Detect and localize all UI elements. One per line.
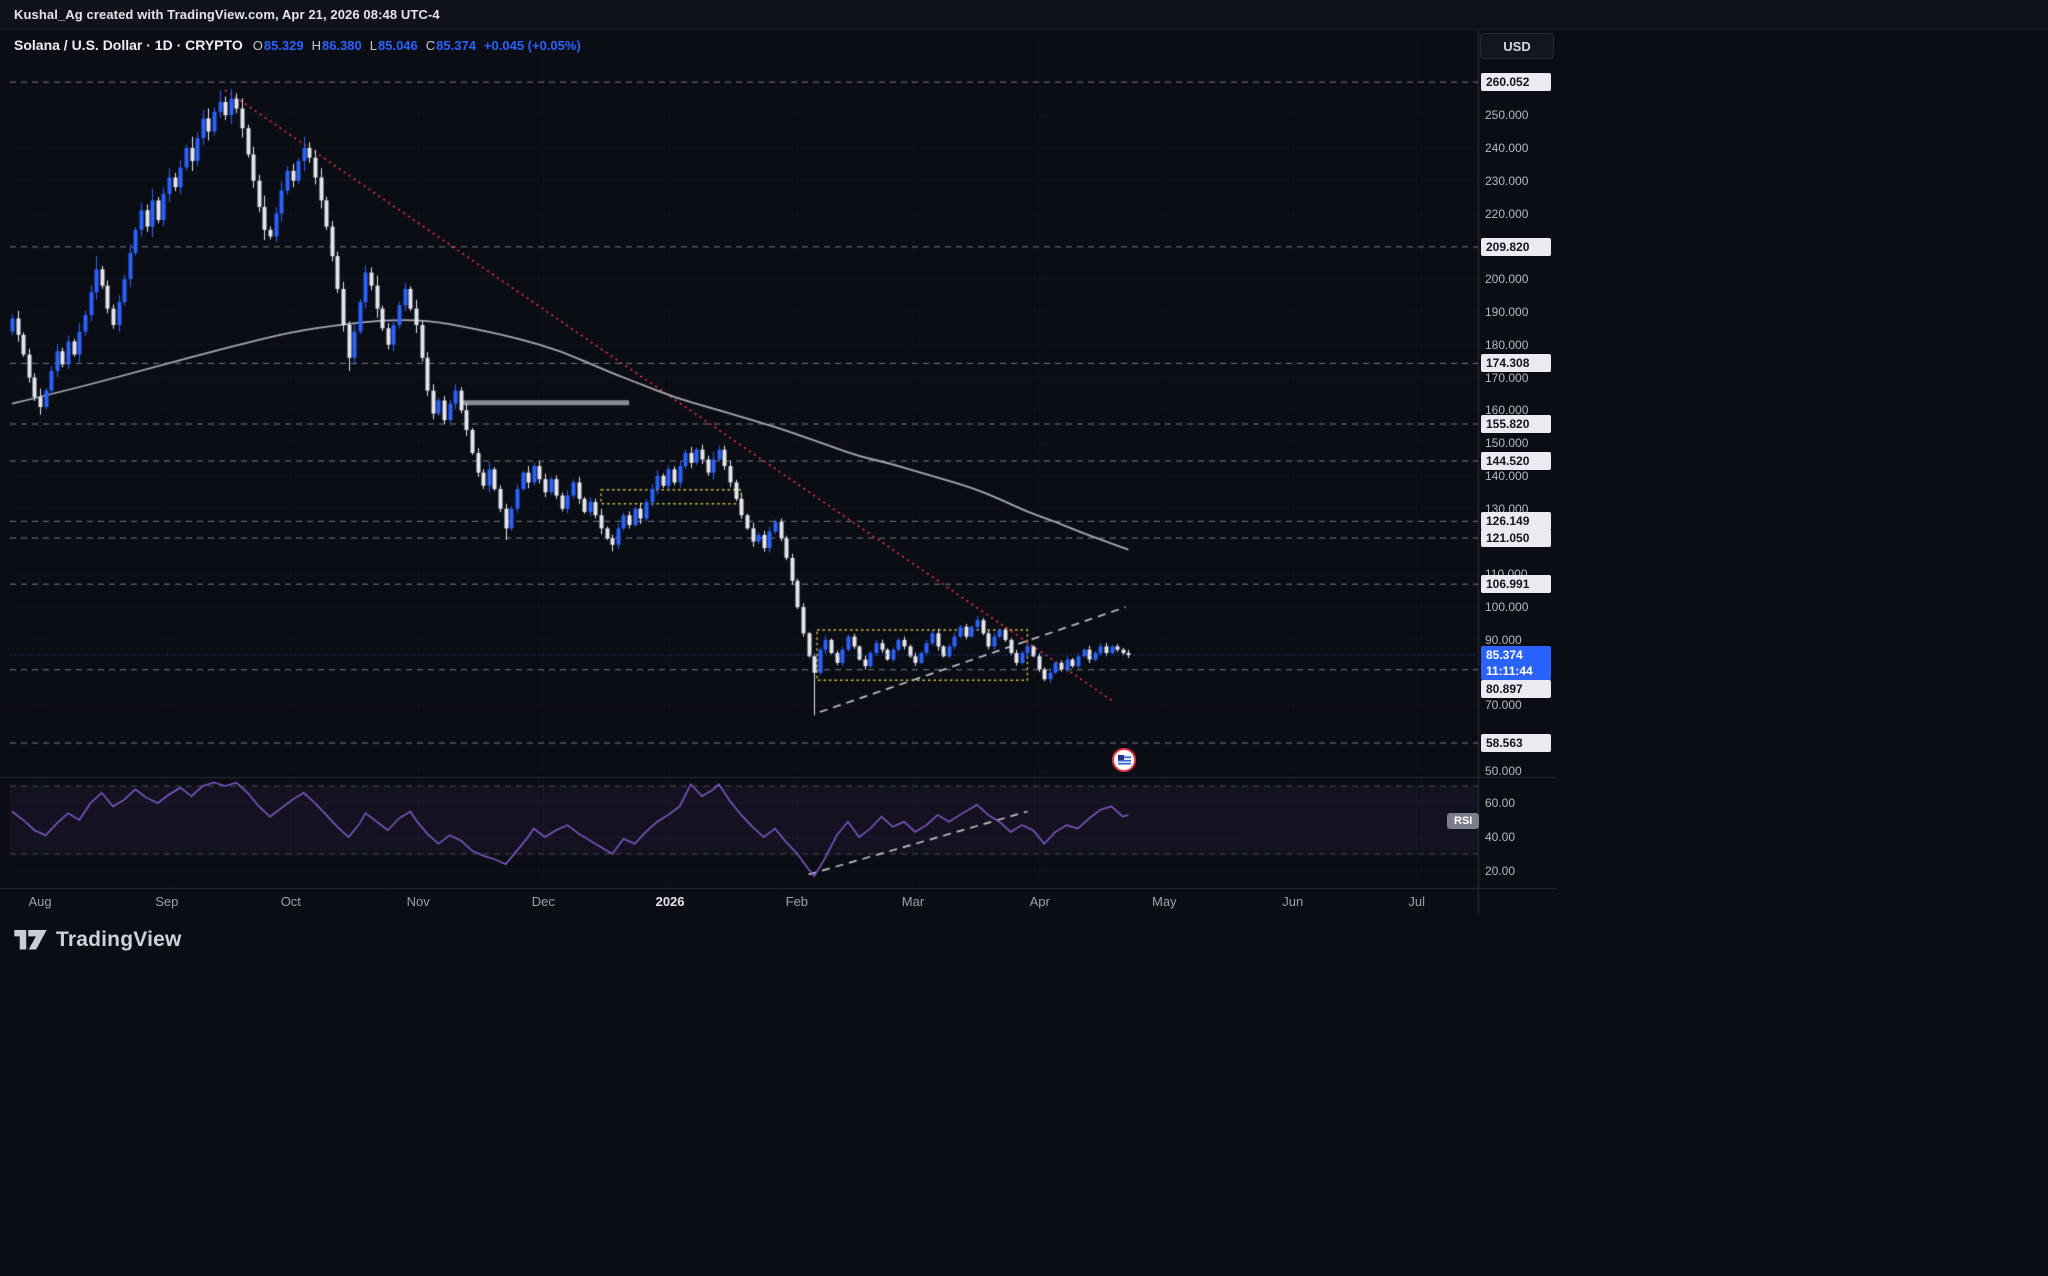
current-price-label: 85.374 (1481, 646, 1551, 665)
symbol-header: Solana / U.S. Dollar · 1D · CRYPTO O 85.3… (14, 37, 581, 53)
currency-button[interactable]: USD (1480, 33, 1554, 59)
time-axis-label: Mar (901, 894, 925, 909)
price-tick-label: 220.000 (1485, 206, 1529, 221)
tradingview-logo-icon (14, 930, 47, 950)
price-level-label: 174.308 (1481, 354, 1551, 373)
time-axis-label: Dec (531, 894, 555, 909)
price-tick-label: 70.000 (1485, 698, 1522, 713)
high-value: 86.380 (322, 38, 362, 53)
close-readout: C 85.374 (426, 38, 476, 53)
tradingview-logo-text: TradingView (56, 928, 182, 951)
rsi-indicator-badge[interactable]: RSI (1447, 813, 1480, 829)
price-tick-label: 50.000 (1485, 764, 1522, 779)
time-axis-label: Nov (406, 894, 430, 909)
symbol-title[interactable]: Solana / U.S. Dollar · 1D · CRYPTO (14, 37, 243, 53)
low-readout: L 85.046 (370, 38, 418, 53)
price-level-label: 126.149 (1481, 512, 1551, 531)
high-label: H (311, 38, 321, 53)
time-axis-label: Feb (785, 894, 809, 909)
rsi-tick-label: 20.00 (1485, 864, 1516, 879)
price-level-label: 80.897 (1481, 679, 1551, 698)
flag-stripes (1117, 755, 1131, 765)
attribution-bar: Kushal_Ag created with TradingView.com, … (0, 0, 2048, 30)
price-tick-label: 170.000 (1485, 370, 1529, 385)
price-level-label: 209.820 (1481, 237, 1551, 256)
rsi-tick-label: 60.00 (1485, 796, 1516, 810)
close-label: C (425, 38, 436, 53)
price-chart-canvas[interactable] (0, 0, 1557, 920)
price-level-label: 58.563 (1481, 734, 1551, 752)
price-level-label: 144.520 (1481, 452, 1551, 471)
price-tick-label: 190.000 (1485, 304, 1529, 319)
price-tick-label: 140.000 (1485, 468, 1529, 483)
low-label: L (369, 38, 377, 53)
price-level-label: 106.991 (1481, 575, 1551, 594)
tradingview-logo[interactable]: TradingView (14, 928, 182, 952)
price-tick-label: 130.000 (1485, 501, 1529, 516)
price-axis[interactable]: 85.374 11:11:44 250.000 240.000 230.000 220… (1478, 30, 1570, 920)
price-tick-label: 90.000 (1485, 632, 1522, 647)
time-axis-label: 2026 (655, 894, 685, 909)
flag-marker-icon[interactable] (1112, 748, 1136, 772)
open-value: 85.329 (263, 38, 304, 53)
open-label: O (252, 38, 263, 53)
price-level-label: 260.052 (1481, 73, 1551, 92)
price-tick-label: 180.000 (1485, 337, 1529, 352)
price-tick-label: 250.000 (1485, 108, 1529, 123)
time-axis[interactable]: Aug Sep Oct Nov Dec 2026 Feb Mar Apr May Jun Jul (0, 888, 1557, 918)
low-value: 85.046 (378, 38, 418, 53)
price-tick-label: 150.000 (1485, 436, 1529, 451)
price-level-label: 155.820 (1481, 415, 1551, 433)
time-axis-label: Oct (280, 894, 301, 909)
time-axis-label: Sep (155, 894, 179, 909)
time-axis-label: Jun (1282, 894, 1304, 909)
time-axis-label: Aug (28, 894, 52, 909)
change-value: +0.045 (+0.05%) (483, 38, 581, 53)
time-axis-label: Apr (1029, 894, 1050, 909)
time-axis-label: Jul (1408, 894, 1426, 909)
close-value: 85.374 (436, 38, 476, 53)
price-level-label: 121.050 (1481, 529, 1551, 548)
rsi-tick-label: 40.00 (1485, 830, 1516, 845)
ohlc-readout: O 85.329 H 86.380 L 85.046 C 85.374 +0.045 (… (253, 38, 581, 53)
bar-countdown-label: 11:11:44 (1481, 662, 1551, 681)
price-tick-label: 240.000 (1485, 140, 1529, 155)
price-tick-label: 230.000 (1485, 173, 1529, 188)
currency-button-label: USD (1503, 38, 1531, 54)
high-readout: H 86.380 (312, 38, 362, 53)
time-axis-label: May (1152, 894, 1177, 909)
attribution-text: Kushal_Ag created with TradingView.com, … (14, 7, 440, 22)
price-tick-label: 100.000 (1485, 600, 1529, 615)
price-tick-label: 160.000 (1485, 403, 1529, 418)
open-readout: O 85.329 (253, 38, 304, 53)
price-tick-label: 200.000 (1485, 272, 1529, 287)
